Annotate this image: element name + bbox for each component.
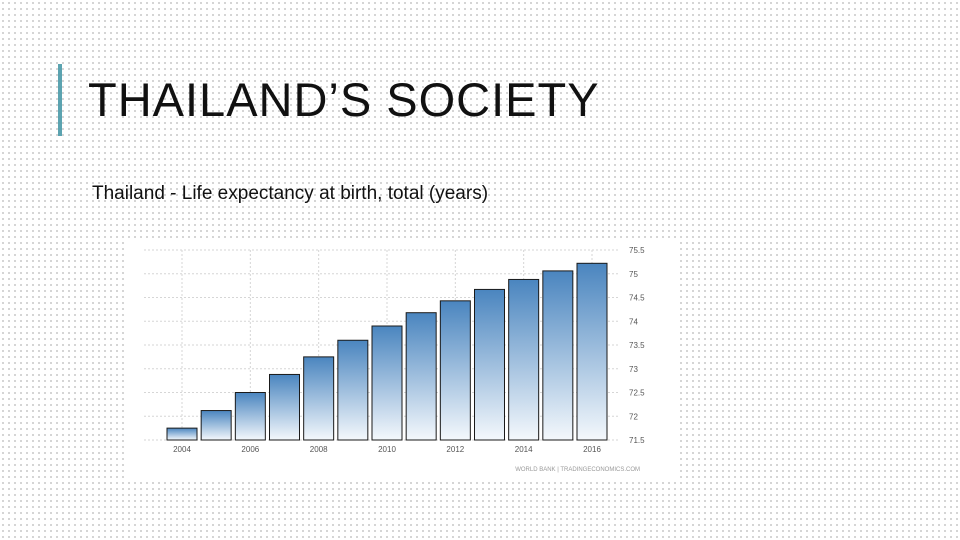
bar-2014: [508, 278, 540, 441]
y-tick-label: 72: [629, 412, 638, 421]
x-tick-label: 2006: [241, 445, 259, 454]
x-axis-ticks: 2004 2006 2008 2010 2012 2014 2016: [173, 445, 601, 454]
x-tick-label: 2008: [310, 445, 328, 454]
chart-subtitle: Thailand - Life expectancy at birth, tot…: [92, 183, 489, 204]
bar-2012: [439, 300, 471, 441]
bar-2009: [337, 339, 369, 441]
x-tick-label: 2004: [173, 445, 191, 454]
chart-source: WORLD BANK | TRADINGECONOMICS.COM: [515, 467, 640, 473]
y-tick-label: 75: [629, 270, 638, 279]
y-tick-label: 74: [629, 317, 638, 326]
bar-2013: [474, 288, 505, 441]
y-tick-label: 73: [629, 365, 638, 374]
y-axis-ticks: 71.5 72 72.5 73 73.5 74 74.5 75 75.5: [629, 246, 645, 445]
y-tick-label: 71.5: [629, 436, 645, 445]
x-tick-label: 2012: [446, 445, 464, 454]
x-tick-label: 2016: [583, 445, 601, 454]
y-tick-label: 74.5: [629, 294, 645, 303]
title-accent-bar: [58, 64, 62, 136]
x-tick-label: 2010: [378, 445, 396, 454]
y-tick-label: 72.5: [629, 389, 645, 398]
x-tick-label: 2014: [515, 445, 533, 454]
bar-2006: [234, 392, 266, 441]
bar-2011: [405, 312, 437, 441]
bar-2010: [371, 325, 403, 441]
bar-2005: [200, 410, 232, 441]
bar-2008: [303, 356, 335, 441]
bar-2007: [269, 373, 300, 441]
bar-2004: [166, 427, 198, 441]
y-tick-label: 75.5: [629, 246, 645, 255]
chart-panel: 71.5 72 72.5 73 73.5 74 74.5 75 75.5 2004 2006 200…: [128, 238, 676, 480]
bar-2016: [576, 262, 608, 441]
bars: [166, 262, 608, 441]
bar-2015: [542, 270, 574, 441]
slide-title: THAILAND’S SOCIETY: [88, 73, 600, 126]
y-tick-label: 73.5: [629, 341, 645, 350]
